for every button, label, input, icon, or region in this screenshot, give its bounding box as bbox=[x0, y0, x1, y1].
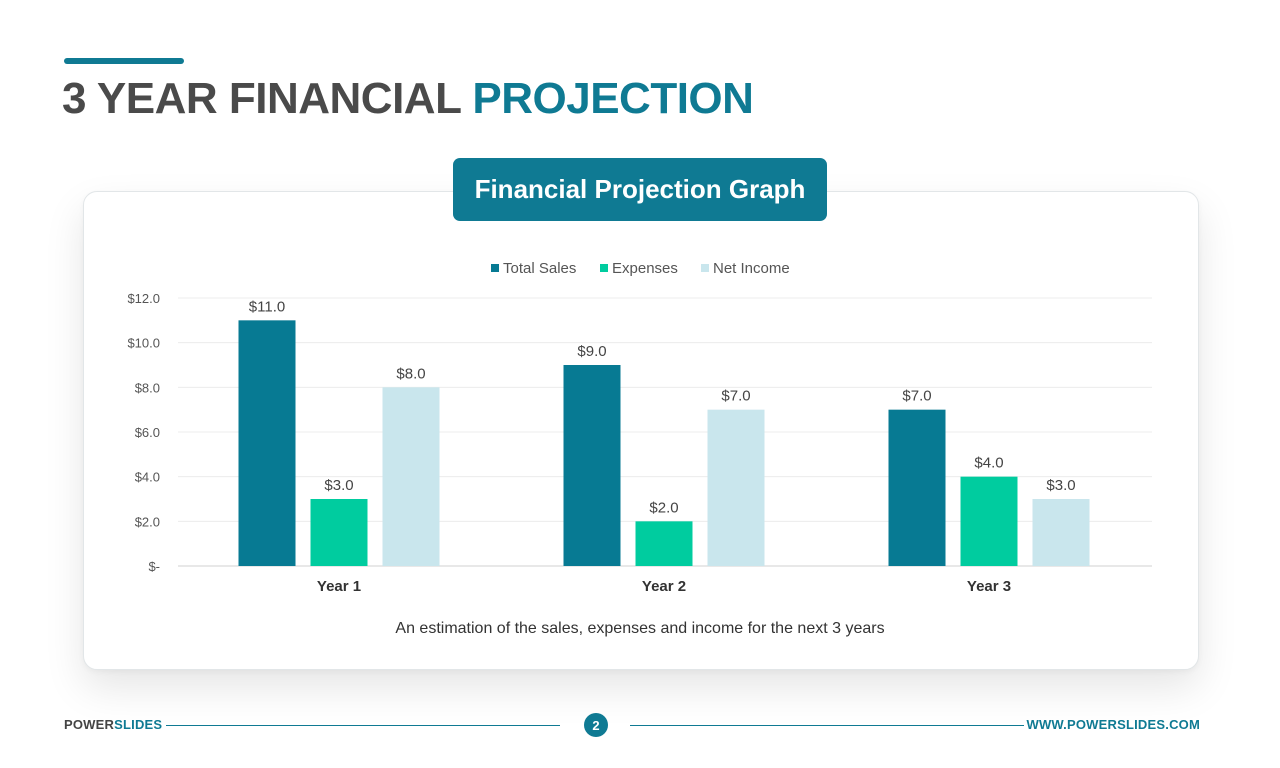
y-tick-label: $10.0 bbox=[127, 336, 160, 351]
y-tick-label: $2.0 bbox=[135, 514, 160, 529]
bar-net-income bbox=[707, 409, 765, 566]
legend-label: Total Sales bbox=[503, 260, 576, 277]
data-label: $2.0 bbox=[649, 499, 678, 516]
data-label: $3.0 bbox=[324, 477, 353, 494]
legend-label: Net Income bbox=[713, 260, 790, 277]
legend-label: Expenses bbox=[612, 260, 678, 277]
bar-net-income bbox=[1032, 499, 1090, 566]
x-tick-label: Year 1 bbox=[317, 578, 361, 595]
page-number-badge: 2 bbox=[584, 713, 608, 737]
title-highlight: PROJECTION bbox=[472, 74, 754, 123]
brand-prefix: POWER bbox=[64, 717, 115, 732]
x-tick-label: Year 3 bbox=[967, 578, 1011, 595]
bar-total-sales bbox=[563, 365, 621, 566]
title-accent-line bbox=[64, 58, 184, 64]
data-label: $7.0 bbox=[721, 388, 750, 405]
x-tick-label: Year 2 bbox=[642, 578, 686, 595]
bar-expenses bbox=[960, 476, 1018, 566]
y-tick-label: $- bbox=[148, 559, 160, 574]
footer-url: WWW.POWERSLIDES.COM bbox=[1026, 717, 1200, 732]
graph-title-badge: Financial Projection Graph bbox=[453, 158, 827, 221]
data-label: $9.0 bbox=[577, 343, 606, 360]
bar-net-income bbox=[382, 387, 440, 566]
data-label: $8.0 bbox=[396, 365, 425, 382]
legend-swatch bbox=[701, 264, 709, 272]
y-tick-label: $4.0 bbox=[135, 470, 160, 485]
bar-total-sales bbox=[888, 409, 946, 566]
footer-line-left bbox=[166, 725, 560, 726]
page-title: 3 YEAR FINANCIAL PROJECTION bbox=[62, 74, 754, 124]
data-label: $7.0 bbox=[902, 388, 931, 405]
y-tick-label: $12.0 bbox=[127, 291, 160, 306]
data-label: $4.0 bbox=[974, 455, 1003, 472]
y-tick-label: $6.0 bbox=[135, 425, 160, 440]
bar-expenses bbox=[635, 521, 693, 566]
chart-caption: An estimation of the sales, expenses and… bbox=[395, 620, 885, 637]
bar-total-sales bbox=[238, 320, 296, 566]
brand-suffix: SLIDES bbox=[114, 717, 163, 732]
footer-line-right bbox=[630, 725, 1024, 726]
data-label: $11.0 bbox=[249, 298, 285, 315]
y-tick-label: $8.0 bbox=[135, 380, 160, 395]
footer-brand: POWERSLIDES bbox=[64, 717, 162, 732]
legend-swatch bbox=[600, 264, 608, 272]
data-label: $3.0 bbox=[1046, 477, 1075, 494]
legend-swatch bbox=[491, 264, 499, 272]
bar-expenses bbox=[310, 499, 368, 566]
title-main: 3 YEAR FINANCIAL bbox=[62, 74, 461, 123]
